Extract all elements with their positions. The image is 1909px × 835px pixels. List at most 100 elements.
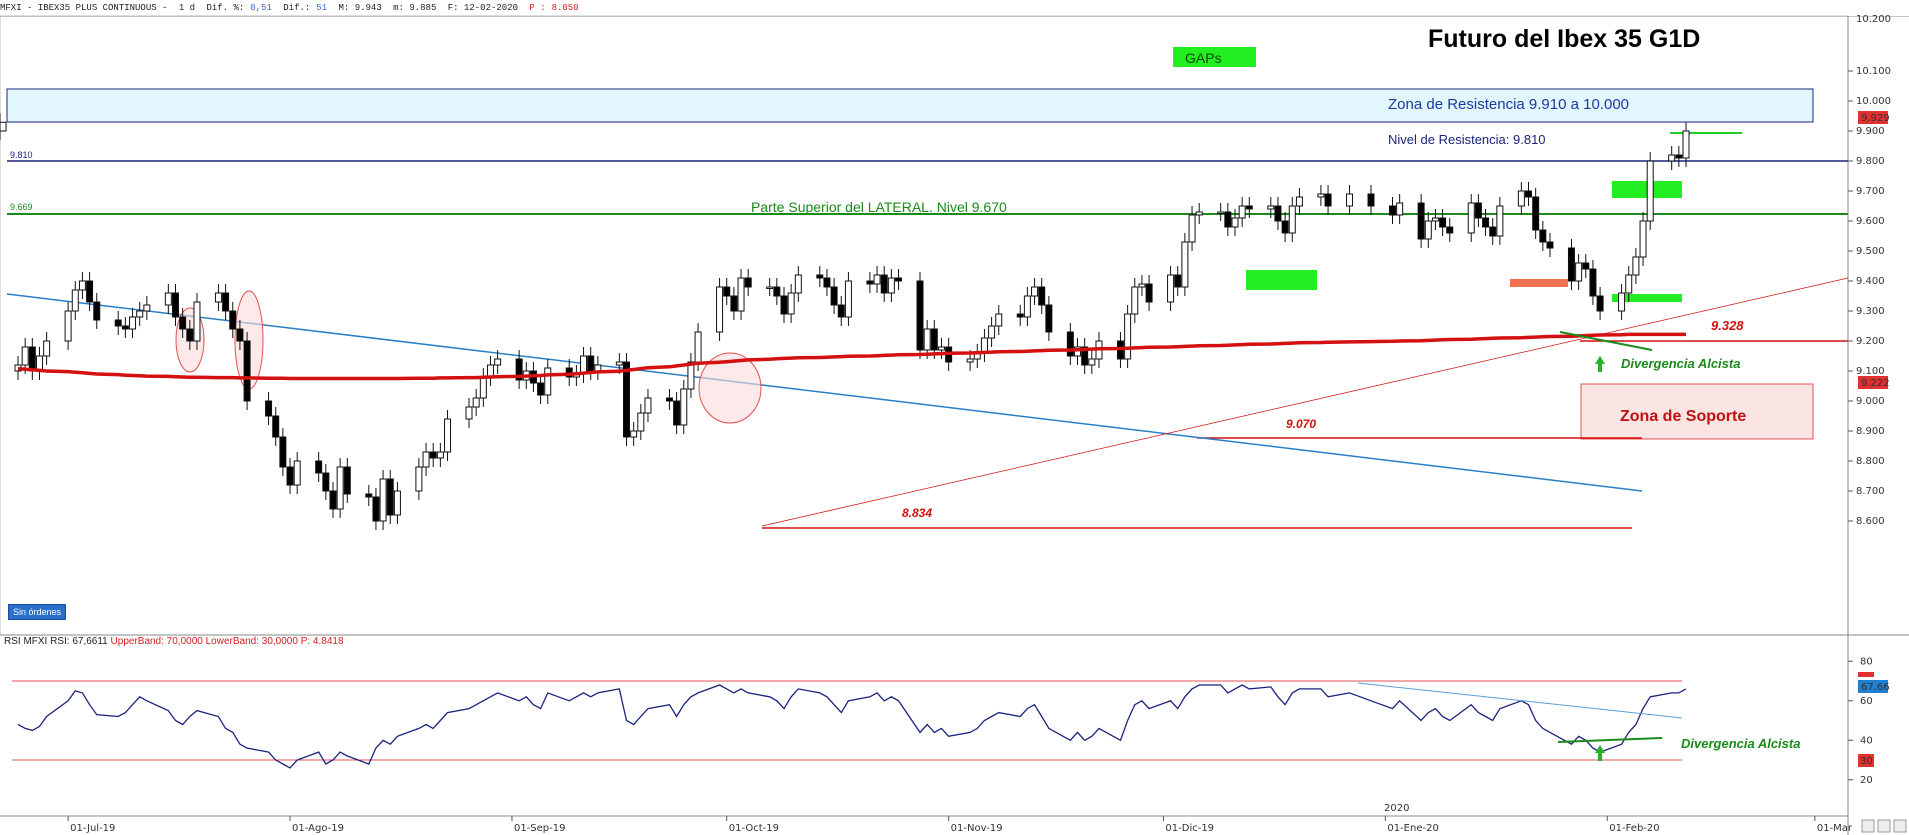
candle[interactable] <box>1174 266 1182 296</box>
candle[interactable] <box>222 284 230 320</box>
candle[interactable] <box>837 296 845 326</box>
candle[interactable] <box>329 482 337 518</box>
candle[interactable] <box>1167 266 1175 311</box>
candle[interactable] <box>28 338 36 380</box>
candle[interactable] <box>1188 206 1196 251</box>
candle[interactable] <box>816 266 824 287</box>
candle[interactable] <box>687 353 695 398</box>
candle[interactable] <box>673 392 681 434</box>
candle[interactable] <box>587 347 595 380</box>
candle[interactable] <box>265 392 273 425</box>
gap-box-december[interactable] <box>1246 270 1317 290</box>
candle[interactable] <box>1575 254 1583 290</box>
candle[interactable] <box>1245 197 1253 218</box>
candle[interactable] <box>171 284 179 326</box>
candle[interactable] <box>1489 218 1497 245</box>
candle[interactable] <box>544 359 552 404</box>
candle[interactable] <box>343 458 351 503</box>
candle[interactable] <box>386 470 394 524</box>
candle[interactable] <box>1066 323 1074 365</box>
candle[interactable] <box>1346 185 1354 215</box>
candle[interactable] <box>315 452 323 482</box>
rsi-down-trendline[interactable] <box>1357 682 1683 719</box>
candle[interactable] <box>365 485 373 506</box>
candle[interactable] <box>422 443 430 476</box>
candle[interactable] <box>64 302 72 350</box>
highlight-ellipse-3[interactable] <box>698 352 762 424</box>
rsi-axis[interactable]: 80 60 40 20 <box>1848 656 1873 786</box>
candle[interactable] <box>515 350 523 389</box>
candle[interactable] <box>1582 254 1590 278</box>
scroll-left-button[interactable] <box>1861 819 1875 833</box>
candle[interactable] <box>1546 233 1554 257</box>
candle[interactable] <box>293 452 301 494</box>
candle[interactable] <box>1388 197 1396 224</box>
candle[interactable] <box>1038 278 1046 314</box>
candle[interactable] <box>1367 185 1375 215</box>
candle[interactable] <box>773 278 781 305</box>
candle[interactable] <box>980 329 988 362</box>
candle[interactable] <box>1081 338 1089 374</box>
candle[interactable] <box>193 293 201 350</box>
candle[interactable] <box>1138 275 1146 296</box>
candle[interactable] <box>680 380 688 434</box>
rsi-divergence-line[interactable] <box>1557 737 1663 743</box>
candle[interactable] <box>1482 209 1490 236</box>
time-axis[interactable]: 01-Jul-19 01-Ago-19 01-Sep-19 01-Oct-19 01-N… <box>67 816 1853 834</box>
candle[interactable] <box>1317 185 1325 206</box>
candle[interactable] <box>1231 209 1239 236</box>
candle[interactable] <box>121 317 129 338</box>
candle[interactable] <box>895 269 903 290</box>
candle[interactable] <box>1016 305 1024 326</box>
candle[interactable] <box>737 269 745 320</box>
candle[interactable] <box>1324 185 1332 215</box>
candle[interactable] <box>1295 188 1303 215</box>
candle[interactable] <box>1217 203 1225 221</box>
candle[interactable] <box>995 305 1003 335</box>
candle[interactable] <box>1181 233 1189 296</box>
candle[interactable] <box>1474 194 1482 227</box>
candle[interactable] <box>35 347 43 380</box>
candle[interactable] <box>637 404 645 440</box>
candle[interactable] <box>1567 239 1575 290</box>
candle[interactable] <box>622 353 630 446</box>
moving-average-200[interactable] <box>17 332 1686 381</box>
candle[interactable] <box>143 296 151 320</box>
candle[interactable] <box>537 374 545 404</box>
candle[interactable] <box>1031 278 1039 305</box>
candle[interactable] <box>93 293 101 329</box>
candle[interactable] <box>429 443 437 467</box>
candle[interactable] <box>186 320 194 350</box>
candle[interactable] <box>866 272 874 293</box>
candle[interactable] <box>86 272 94 311</box>
candle[interactable] <box>243 332 251 410</box>
candle[interactable] <box>1396 194 1404 224</box>
candle[interactable] <box>136 302 144 326</box>
candle[interactable] <box>1088 350 1096 374</box>
candle[interactable] <box>1682 122 1690 167</box>
support-zone-box[interactable] <box>1580 383 1814 440</box>
candle[interactable] <box>1439 209 1447 236</box>
candle[interactable] <box>1646 152 1654 230</box>
gap-box-february-low[interactable] <box>1612 294 1682 302</box>
candle[interactable] <box>723 278 731 305</box>
bearish-trendline[interactable] <box>6 293 1643 492</box>
candle[interactable] <box>322 464 330 500</box>
candle[interactable] <box>744 269 752 296</box>
candle[interactable] <box>580 347 588 383</box>
candle[interactable] <box>0 113 7 140</box>
divergence-price-line[interactable] <box>1559 331 1653 351</box>
candle[interactable] <box>1675 146 1683 167</box>
candle[interactable] <box>1424 212 1432 248</box>
candle[interactable] <box>1431 209 1439 230</box>
candle[interactable] <box>436 443 444 467</box>
candle[interactable] <box>1639 212 1647 266</box>
candle[interactable] <box>486 356 494 386</box>
candle[interactable] <box>916 272 924 359</box>
candle[interactable] <box>472 389 480 416</box>
resistance-zone-box[interactable] <box>6 88 1814 123</box>
candle[interactable] <box>1417 194 1425 248</box>
candle[interactable] <box>1539 221 1547 251</box>
candle[interactable] <box>665 389 673 410</box>
